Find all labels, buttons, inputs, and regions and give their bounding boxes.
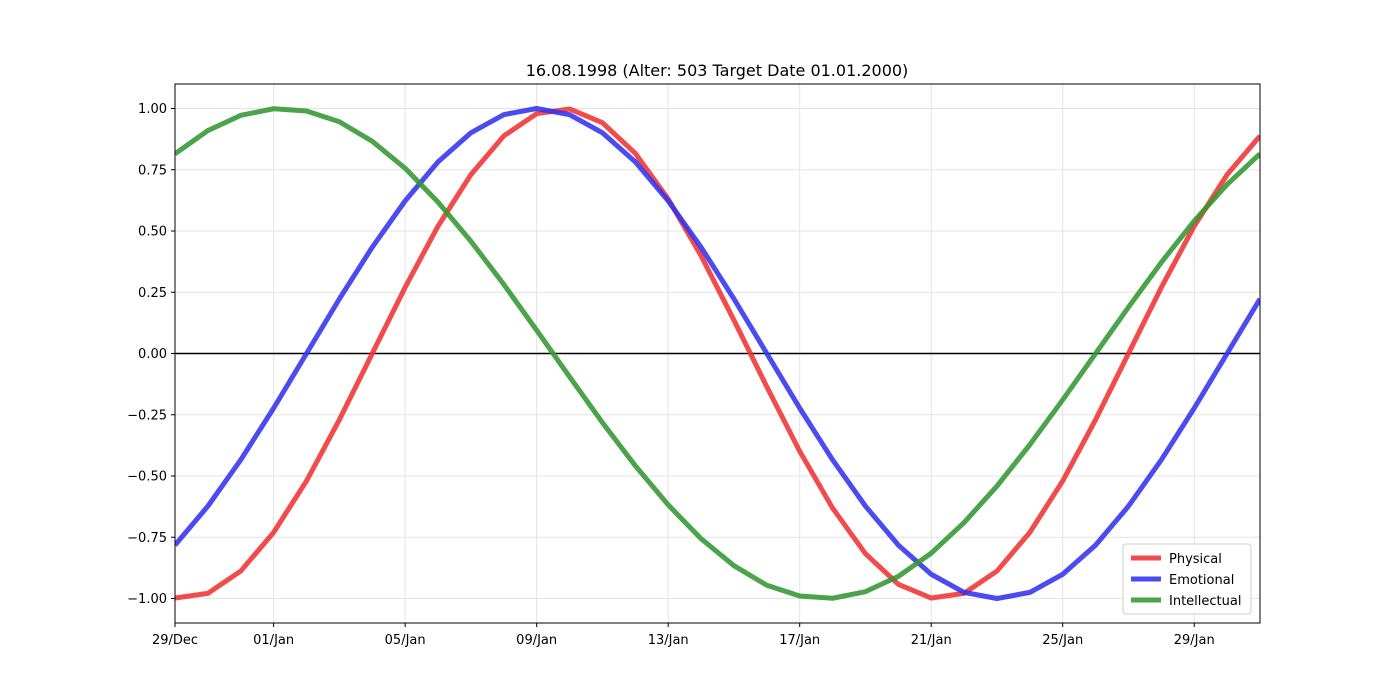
legend: Physical Emotional Intellectual xyxy=(1122,543,1252,615)
x-tick-label: 13/Jan xyxy=(648,633,689,648)
y-tick-label: 0.50 xyxy=(138,225,167,240)
series-line-physical xyxy=(175,106,1260,601)
x-tick-label: 09/Jan xyxy=(516,633,557,648)
y-tick-label: 1.00 xyxy=(138,102,167,117)
x-tick-label: 29/Dec xyxy=(152,633,198,648)
x-tick-label: 25/Jan xyxy=(1042,633,1083,648)
y-tick-label: −0.25 xyxy=(127,408,167,423)
series-line-emotional xyxy=(175,106,1260,601)
chart-title: 16.08.1998 (Alter: 503 Target Date 01.01… xyxy=(526,61,909,80)
y-tick-label: −0.75 xyxy=(127,531,167,546)
legend-box xyxy=(1122,543,1252,615)
x-tick-label: 05/Jan xyxy=(385,633,426,648)
y-tick-label: −1.00 xyxy=(127,592,167,607)
y-tick-label: −0.50 xyxy=(127,470,167,485)
series-lines xyxy=(175,106,1260,601)
x-tick-label: 01/Jan xyxy=(253,633,294,648)
y-tick-label: 0.75 xyxy=(138,163,167,178)
legend-label-emotional: Emotional xyxy=(1169,573,1234,588)
y-tick-label: 0.00 xyxy=(138,347,167,362)
axes: 1.00 0.75 0.50 0.25 0.00 −0.25 −0.50 −0.75 −1.00… xyxy=(127,102,1215,648)
legend-label-physical: Physical xyxy=(1169,552,1222,567)
series-line-intellectual xyxy=(175,106,1260,601)
x-tick-label: 29/Jan xyxy=(1174,633,1215,648)
y-tick-label: 0.25 xyxy=(138,286,167,301)
legend-label-intellectual: Intellectual xyxy=(1169,594,1241,609)
x-tick-label: 17/Jan xyxy=(779,633,820,648)
x-tick-label: 21/Jan xyxy=(911,633,952,648)
